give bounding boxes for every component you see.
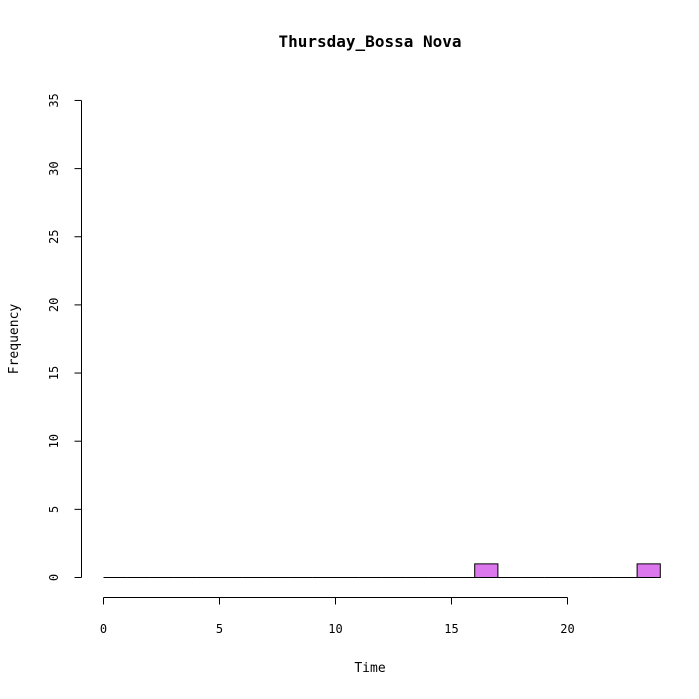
x-tick-label: 0 [100, 622, 107, 636]
bars-group [103, 563, 661, 578]
y-tick-label: 15 [47, 366, 61, 380]
y-axis-label: Frequency [7, 304, 22, 375]
histogram-bar [636, 563, 661, 578]
y-tick-label: 20 [47, 298, 61, 312]
histogram-bar [474, 563, 499, 578]
x-axis: 0 5 10 15 20 [100, 597, 575, 636]
x-tick-label: 15 [444, 622, 458, 636]
x-tick-label: 5 [216, 622, 223, 636]
y-axis: 0 5 10 15 20 25 30 35 [47, 93, 82, 581]
x-tick-label: 20 [560, 622, 574, 636]
y-tick-label: 0 [47, 574, 61, 581]
y-tick-label: 30 [47, 161, 61, 175]
y-tick-label: 35 [47, 93, 61, 107]
y-tick-label: 5 [47, 506, 61, 513]
chart-title: Thursday_Bossa Nova [278, 32, 461, 51]
x-tick-label: 10 [328, 622, 342, 636]
y-tick-label: 10 [47, 434, 61, 448]
y-tick-label: 25 [47, 230, 61, 244]
x-axis-label: Time [354, 661, 385, 676]
